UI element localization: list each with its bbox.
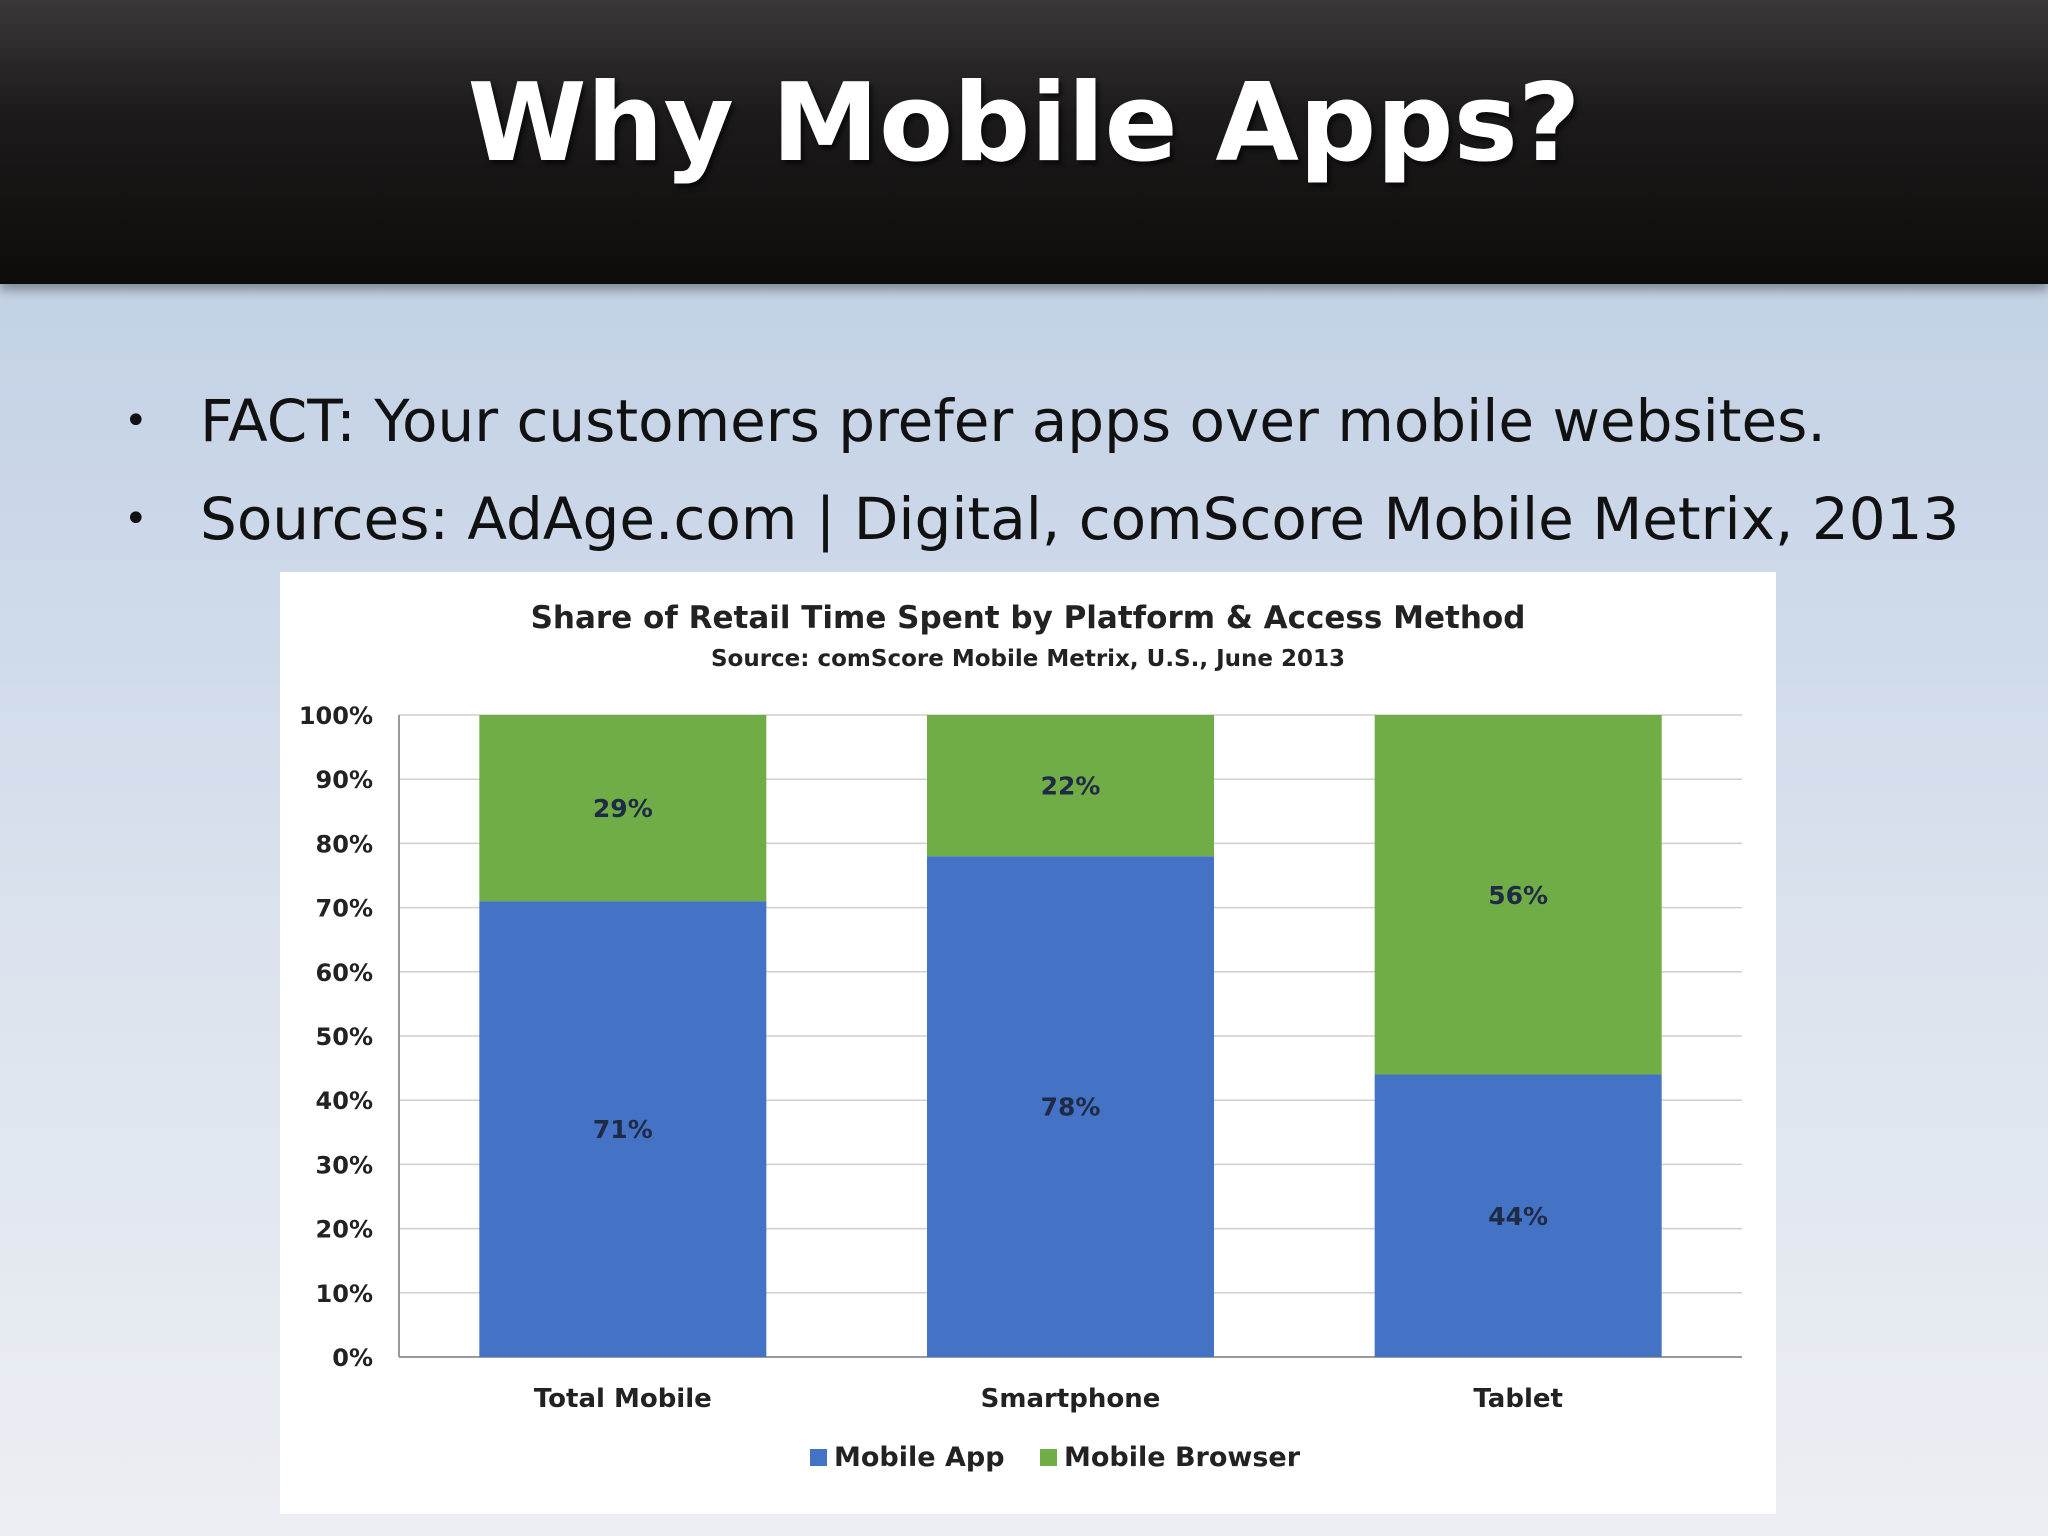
y-tick-label: 90% (316, 766, 373, 794)
y-tick-label: 60% (316, 959, 373, 987)
bar-segment (1374, 1074, 1662, 1357)
legend-label: Mobile Browser (1064, 1442, 1301, 1473)
data-label: 29% (593, 794, 653, 823)
data-label: 71% (593, 1115, 653, 1144)
bar-segment (927, 715, 1214, 857)
bar-segment (479, 715, 767, 902)
stacked-bar-chart: Share of Retail Time Spent by Platform &… (299, 600, 1742, 1473)
bar-segment (479, 901, 767, 1357)
bullet-dot: • (124, 398, 148, 444)
bullet-text: FACT: Your customers prefer apps over mo… (200, 387, 1826, 455)
data-label: 56% (1488, 881, 1548, 910)
bullet-dot: • (124, 496, 148, 542)
y-tick-label: 10% (316, 1280, 373, 1308)
legend-swatch (810, 1449, 827, 1466)
bullet-item: • Sources: AdAge.com | Digital, comScore … (118, 470, 1959, 568)
bar-segment (927, 856, 1214, 1357)
legend: Mobile App Mobile Browser (810, 1442, 1301, 1473)
y-tick-label: 0% (332, 1344, 373, 1372)
y-tick-label: 30% (316, 1151, 373, 1179)
x-tick-label: Smartphone (981, 1384, 1161, 1414)
bar-segment (1374, 715, 1662, 1075)
y-tick-label: 40% (316, 1087, 373, 1115)
legend-swatch (1040, 1449, 1057, 1466)
y-tick-label: 80% (316, 830, 373, 858)
y-tick-label: 50% (316, 1023, 373, 1051)
slide-title: Why Mobile Apps? (467, 61, 1581, 186)
data-label: 78% (1041, 1093, 1101, 1122)
axes: 0% 10% 20% 30% 40% 50% 60% 70% 80% 90% 100% Total M… (299, 702, 1563, 1414)
y-tick-label: 70% (316, 895, 373, 923)
chart-title: Share of Retail Time Spent by Platform &… (531, 600, 1526, 636)
bullet-item: • FACT: Your customers prefer apps over m… (118, 372, 1959, 470)
data-label: 22% (1041, 772, 1101, 801)
bullet-text: Sources: AdAge.com | Digital, comScore M… (200, 485, 1960, 553)
data-labels: 71% 29% 78% 22% 44% 56% (593, 772, 1548, 1231)
legend-label: Mobile App (834, 1442, 1005, 1473)
bars (479, 715, 1662, 1357)
x-tick-label: Tablet (1473, 1384, 1563, 1414)
chart-subtitle: Source: comScore Mobile Metrix, U.S., Ju… (711, 646, 1345, 672)
chart-card: Share of Retail Time Spent by Platform &… (280, 572, 1776, 1514)
x-tick-label: Total Mobile (534, 1384, 712, 1414)
title-bar (0, 0, 2048, 284)
data-label: 44% (1488, 1202, 1548, 1231)
bullet-list: • FACT: Your customers prefer apps over m… (118, 372, 1959, 568)
y-tick-label: 20% (316, 1216, 373, 1244)
y-tick-label: 100% (299, 702, 373, 730)
